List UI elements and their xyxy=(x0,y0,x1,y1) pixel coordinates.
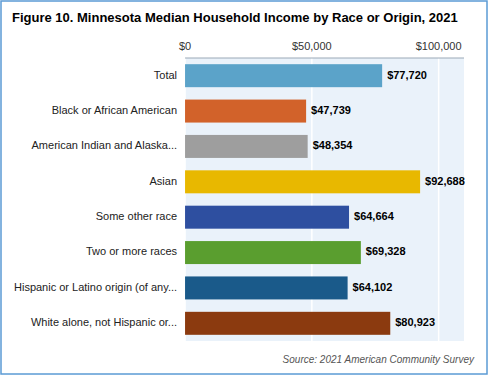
bar xyxy=(185,135,308,158)
bars xyxy=(185,64,420,335)
category-label: American Indian and Alaska... xyxy=(32,139,178,151)
category-label: Two or more races xyxy=(86,245,178,257)
tick-label: $100,000 xyxy=(416,40,462,52)
bar xyxy=(185,206,349,229)
data-label: $80,923 xyxy=(395,316,435,328)
bar xyxy=(185,312,390,335)
category-label: Total xyxy=(154,69,177,81)
grid-line xyxy=(438,58,440,341)
grid xyxy=(185,58,439,341)
data-label: $47,739 xyxy=(311,104,351,116)
data-label: $64,102 xyxy=(353,281,393,293)
title-line: Figure 10. Minnesota Median Household In… xyxy=(12,10,458,25)
category-label: Hispanic or Latino origin (of any... xyxy=(14,281,177,293)
category-label: Some other race xyxy=(96,210,177,222)
title: Figure 10. Minnesota Median Household In… xyxy=(12,10,458,25)
data-label: $92,688 xyxy=(425,175,465,187)
tick-label: $0 xyxy=(179,40,191,52)
chart: Figure 10. Minnesota Median Household In… xyxy=(0,0,488,375)
bar xyxy=(185,64,382,87)
data-label: $48,354 xyxy=(313,139,354,151)
plot-area xyxy=(185,58,464,341)
category-label: Asian xyxy=(150,175,178,187)
bar xyxy=(185,276,348,299)
category-label: Black or African American xyxy=(52,104,177,116)
axis-line xyxy=(185,58,464,59)
category-label: White alone, not Hispanic or... xyxy=(31,316,177,328)
bar xyxy=(185,241,361,264)
data-label: $77,720 xyxy=(387,69,427,81)
source-note: Source: 2021 American Community Survey xyxy=(283,354,475,365)
data-label: $69,328 xyxy=(366,245,406,257)
bar xyxy=(185,170,420,193)
data-label: $64,664 xyxy=(354,210,395,222)
bar xyxy=(185,100,306,123)
page-border xyxy=(1,1,487,374)
tick-label: $50,000 xyxy=(292,40,332,52)
